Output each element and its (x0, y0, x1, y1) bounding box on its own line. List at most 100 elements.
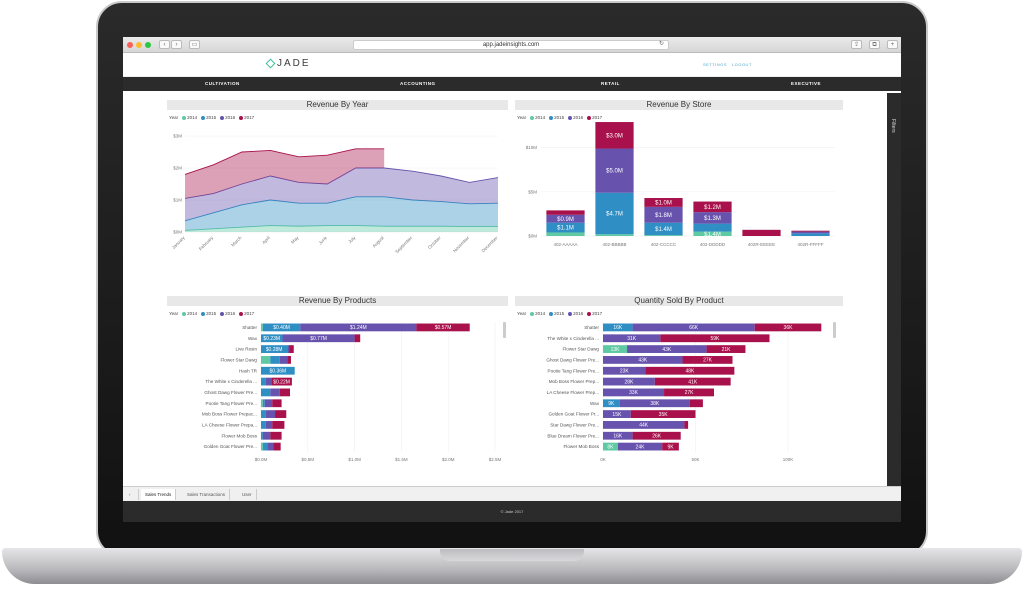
data-label: 9K (667, 444, 674, 450)
bar-segment (664, 388, 714, 397)
legend-item[interactable]: 2017 (244, 311, 255, 316)
category-label: Golden Goat Flower Pre... (204, 444, 257, 449)
reload-icon[interactable]: ↻ (658, 41, 665, 47)
bar-segment (282, 334, 355, 343)
tab-scroll-left-icon[interactable]: ‹ (125, 489, 139, 500)
data-label: $5.0M (606, 169, 623, 175)
revenue-by-store-visual[interactable]: Revenue By Store Year 2014 2015 2016 2017 $0… (515, 100, 843, 290)
legend-item[interactable]: 2014 (187, 115, 198, 120)
minimize-window-icon[interactable] (136, 42, 142, 48)
x-tick-label: October (427, 235, 442, 250)
bar-segment (261, 399, 263, 408)
legend-item[interactable]: 2014 (535, 311, 546, 316)
zoom-window-icon[interactable] (145, 42, 151, 48)
data-label: 24K (636, 444, 646, 450)
app-header: JADE SETTINGS LOGOUT (123, 53, 901, 77)
main-menu: CULTIVATION ACCOUNTING RETAIL EXECUTIVE (123, 77, 901, 91)
menu-retail[interactable]: RETAIL (601, 81, 620, 86)
data-label: $3.0M (606, 133, 623, 139)
filters-pane[interactable]: Filters (887, 93, 901, 486)
revenue-by-store-title: Revenue By Store (515, 100, 843, 110)
back-icon[interactable]: ‹ (159, 40, 170, 49)
legend-swatch (587, 311, 592, 316)
bar-segment (264, 399, 273, 408)
close-window-icon[interactable] (127, 42, 133, 48)
share-icon[interactable]: ⇪ (851, 40, 862, 49)
legend-item[interactable]: 2017 (592, 311, 603, 316)
bar-segment (262, 323, 301, 332)
x-tick-label: 402-CCCCC (651, 242, 677, 247)
settings-link[interactable]: SETTINGS (703, 62, 728, 67)
data-label: 44K (639, 423, 649, 429)
bar-segment (693, 223, 732, 232)
revenue-by-products-visual[interactable]: Revenue By Products Year 2014 2015 2016 2017… (167, 296, 508, 484)
category-label: Blue Dream Flower Pre... (547, 433, 599, 438)
tabs-icon[interactable]: ⧉ (869, 40, 880, 49)
logout-link[interactable]: LOGOUT (732, 62, 752, 67)
legend-item[interactable]: 2016 (573, 115, 584, 120)
legend-item[interactable]: 2015 (206, 115, 217, 120)
bar-segment (272, 399, 282, 408)
category-label: Live Resin (236, 347, 258, 352)
category-label: Shatter (584, 325, 599, 330)
x-tick-label: June (318, 235, 329, 246)
data-label: 21K (722, 347, 732, 353)
bar-segment (546, 222, 585, 233)
bar-segment (644, 206, 683, 223)
data-label: $1.4M (704, 232, 721, 238)
forward-icon[interactable]: › (171, 40, 182, 49)
quantity-sold-visual[interactable]: Quantity Sold By Product Year 2014 2015 201… (515, 296, 843, 484)
legend-item[interactable]: 2016 (225, 311, 236, 316)
data-label: 66K (689, 325, 699, 331)
data-label: 27K (703, 358, 713, 364)
legend-item[interactable]: 2016 (573, 311, 584, 316)
bar-segment (603, 334, 661, 343)
legend-item[interactable]: 2015 (554, 115, 565, 120)
bar-segment (546, 214, 585, 223)
tab-sales-transactions[interactable]: Sales Transactions (183, 489, 231, 500)
data-label: 27K (685, 390, 695, 396)
menu-cultivation[interactable]: CULTIVATION (205, 81, 240, 86)
legend-title: Year (169, 115, 179, 120)
bar-segment (261, 442, 263, 451)
address-bar[interactable]: app.jadeinsights.com (353, 40, 669, 50)
bar-segment (603, 388, 665, 397)
revenue-by-products-chart: $0.0M $0.5M $1.0M $1.5M $2.0M $2.5M Shatter $0.… (202, 322, 506, 462)
category-label: Mob Boss Flower Prepac... (202, 412, 257, 417)
menu-executive[interactable]: EXECUTIVE (791, 81, 822, 86)
revenue-by-year-title: Revenue By Year (167, 100, 508, 110)
area-2016 (185, 168, 498, 221)
legend-item[interactable]: 2017 (592, 115, 603, 120)
tab-user[interactable]: User (238, 489, 257, 500)
legend-item[interactable]: 2017 (244, 115, 255, 120)
legend-item[interactable]: 2015 (554, 311, 565, 316)
bar-segment (261, 323, 263, 332)
legend-item[interactable]: 2014 (187, 311, 198, 316)
data-label: 41K (688, 379, 698, 385)
bar-segment (261, 377, 266, 386)
data-label: $1.4M (655, 227, 672, 233)
bar-segment (271, 377, 292, 386)
tab-sales-trends[interactable]: Sales Trends (141, 489, 177, 500)
sidebar-icon[interactable]: ▭ (189, 40, 200, 49)
bar-segment (644, 222, 683, 236)
revenue-by-year-visual[interactable]: Revenue By Year Year 2014 2015 2016 2017 $0M… (167, 100, 508, 290)
y-tick-label: $5M (528, 189, 537, 194)
bar-segment (261, 421, 266, 429)
menu-accounting[interactable]: ACCOUNTING (400, 81, 436, 86)
page-tabs: ‹ Sales Trends Sales Transactions User (123, 486, 901, 501)
legend-item[interactable]: 2014 (535, 115, 546, 120)
data-label: $1.1M (557, 226, 574, 232)
new-tab-icon[interactable]: + (887, 40, 898, 49)
revenue-by-products-title: Revenue By Products (167, 296, 508, 306)
legend-title: Year (169, 311, 179, 316)
legend-item[interactable]: 2016 (225, 115, 236, 120)
category-label: Wax (248, 336, 258, 341)
line-2015 (184, 196, 499, 222)
y-tick-label: $1M (173, 198, 182, 203)
legend-item[interactable]: 2015 (206, 311, 217, 316)
bar-segment (289, 345, 294, 353)
x-tick-label: $2.5M (489, 457, 502, 462)
x-tick-label: 0K (600, 457, 606, 462)
data-label: 9K (608, 401, 615, 407)
